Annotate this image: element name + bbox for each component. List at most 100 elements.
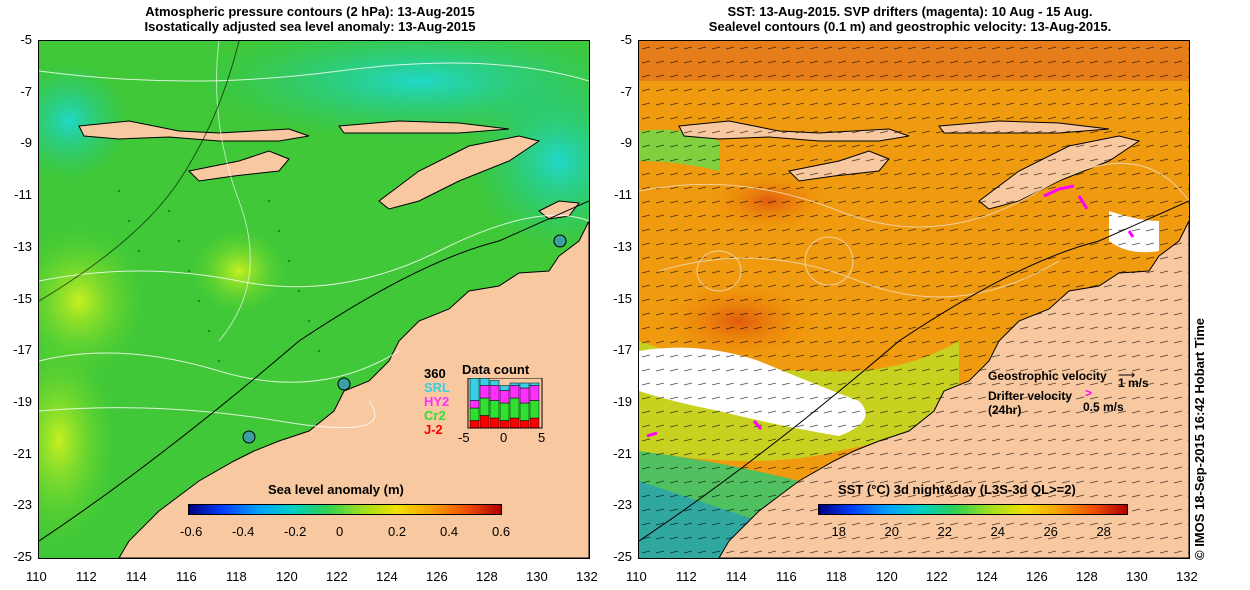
right-colorbar: SST (°C) 3d night&day (L3S-3d QL>=2) 18 2… xyxy=(818,482,1133,542)
geostrophic-velocity-label: Geostrophic velocity xyxy=(988,369,1107,383)
lon-tick-label: 122 xyxy=(926,569,948,584)
lon-tick-label: 124 xyxy=(976,569,998,584)
colorbar-tick-label: 0.2 xyxy=(388,524,407,539)
lon-tick-label: 126 xyxy=(1026,569,1048,584)
histogram-bar-j2 xyxy=(499,420,510,429)
colorbar-tick-label: 0.6 xyxy=(492,524,511,539)
histogram-bar-hy2 xyxy=(489,385,500,401)
lon-tick-label: 110 xyxy=(26,569,47,584)
histogram-bar-srl xyxy=(489,380,500,386)
data-count-xtick: 0 xyxy=(500,430,508,445)
lat-tick-label: -11 xyxy=(614,187,632,203)
histogram-bar-srl xyxy=(509,382,520,386)
data-count-title: Data count xyxy=(462,362,530,377)
data-count-max: 360 xyxy=(424,366,446,381)
lat-tick-label: -23 xyxy=(13,497,32,513)
lon-tick-label: 114 xyxy=(126,569,147,584)
histogram-bar-cr2 xyxy=(469,407,480,421)
right-title-line2: Sealevel contours (0.1 m) and geostrophi… xyxy=(708,19,1112,34)
histogram-bar-hy2 xyxy=(469,400,480,409)
lat-tick-label: -15 xyxy=(13,290,32,306)
histogram-bar-j2 xyxy=(469,420,480,429)
right-map-panel[interactable] xyxy=(638,40,1190,559)
histogram-bar-hy2 xyxy=(479,385,490,399)
histogram-frame xyxy=(467,378,543,429)
lon-tick-label: 130 xyxy=(526,569,548,584)
drifter-scale-label: 0.5 m/s xyxy=(1083,400,1124,414)
histogram-bar-j2 xyxy=(509,417,520,429)
lon-tick-label: 116 xyxy=(776,569,797,584)
colorbar-tick-label: 26 xyxy=(1043,524,1058,539)
histogram-bar-cr2 xyxy=(499,402,510,421)
island-sumba xyxy=(187,150,290,182)
lon-tick-label: 116 xyxy=(176,569,197,584)
drifter-track xyxy=(646,431,658,438)
lat-tick-label: -7 xyxy=(620,83,632,99)
colorbar-tick-label: 20 xyxy=(884,524,899,539)
histogram-bar-cr2 xyxy=(479,397,490,416)
right-colorbar-label: SST (°C) 3d night&day (L3S-3d QL>=2) xyxy=(838,482,1076,497)
histogram-bar-cr2 xyxy=(529,400,540,419)
lon-tick-label: 128 xyxy=(1076,569,1098,584)
colorbar-tick-label: -0.2 xyxy=(284,524,307,539)
lat-tick-label: -15 xyxy=(613,290,632,306)
histogram-bar-cr2 xyxy=(519,402,530,421)
histogram-bar-cr2 xyxy=(489,400,500,419)
lon-tick-label: 114 xyxy=(726,569,747,584)
lat-tick-label: -19 xyxy=(13,393,32,409)
left-colorbar: Sea level anomaly (m) -0.6 -0.4 -0.2 0 0.2 0.… xyxy=(180,482,510,542)
tide-gauge-marker xyxy=(242,430,256,444)
lat-tick-label: -9 xyxy=(20,135,32,151)
drifter-velocity-label: Drifter velocity xyxy=(988,389,1073,403)
island-lombok-sumbawa xyxy=(78,120,310,142)
lon-tick-label: 112 xyxy=(76,569,97,584)
left-title-line2: Isostatically adjusted sea level anomaly… xyxy=(144,19,476,34)
left-map-panel[interactable] xyxy=(38,40,590,559)
lon-tick-label: 118 xyxy=(826,569,847,584)
histogram-bar-j2 xyxy=(529,417,540,429)
drifter-velocity-sub: (24hr) xyxy=(988,403,1022,417)
lon-tick-label: 126 xyxy=(426,569,448,584)
left-title: Atmospheric pressure contours (2 hPa): 1… xyxy=(100,4,520,34)
lon-tick-label: 132 xyxy=(1176,569,1198,584)
lat-tick-label: -21 xyxy=(613,445,632,461)
tide-gauge-marker xyxy=(337,377,351,391)
lat-tick-label: -5 xyxy=(20,32,32,47)
lat-tick-label: -23 xyxy=(613,497,632,513)
colorbar-tick-label: 28 xyxy=(1096,524,1111,539)
histogram-bar-srl xyxy=(519,382,530,389)
lon-tick-label: 124 xyxy=(376,569,398,584)
series-label-j2: J-2 xyxy=(424,422,443,437)
lon-tick-label: 130 xyxy=(1126,569,1148,584)
histogram-bar-j2 xyxy=(489,417,500,429)
histogram-bar-cr2 xyxy=(509,397,520,419)
data-count-histogram xyxy=(467,378,543,429)
drifter-track xyxy=(752,420,763,430)
lon-tick-label: 122 xyxy=(326,569,348,584)
histogram-bar-srl xyxy=(499,385,510,391)
series-label-srl: SRL xyxy=(424,380,450,395)
histogram-bar-srl xyxy=(479,378,490,386)
right-title: SST: 13-Aug-2015. SVP drifters (magenta)… xyxy=(640,4,1180,34)
data-count-xtick: 5 xyxy=(538,430,546,445)
lat-tick-label: -21 xyxy=(13,445,32,461)
series-label-cr2: Cr2 xyxy=(424,408,446,423)
island-flores xyxy=(338,120,510,134)
data-count-inset: Data count 360 SRL HY2 Cr2 J-2 -5 0 5 xyxy=(420,362,550,452)
lat-tick-label: -11 xyxy=(14,187,32,203)
island-small-ne xyxy=(538,200,580,220)
histogram-bar-j2 xyxy=(479,415,490,429)
lon-tick-label: 120 xyxy=(276,569,298,584)
lat-tick-label: -25 xyxy=(613,549,632,564)
lat-tick-label: -13 xyxy=(613,238,632,254)
lon-tick-label: 110 xyxy=(626,569,647,584)
histogram-bar-hy2 xyxy=(529,385,540,401)
lat-tick-label: -25 xyxy=(13,549,32,564)
histogram-bar-j2 xyxy=(519,420,530,429)
landmass-australia xyxy=(118,220,589,558)
colorbar-tick-label: 24 xyxy=(990,524,1005,539)
sst-map xyxy=(639,41,1189,558)
lat-tick-label: -5 xyxy=(620,32,632,47)
lat-tick-label: -7 xyxy=(20,83,32,99)
lat-tick-label: -13 xyxy=(13,238,32,254)
